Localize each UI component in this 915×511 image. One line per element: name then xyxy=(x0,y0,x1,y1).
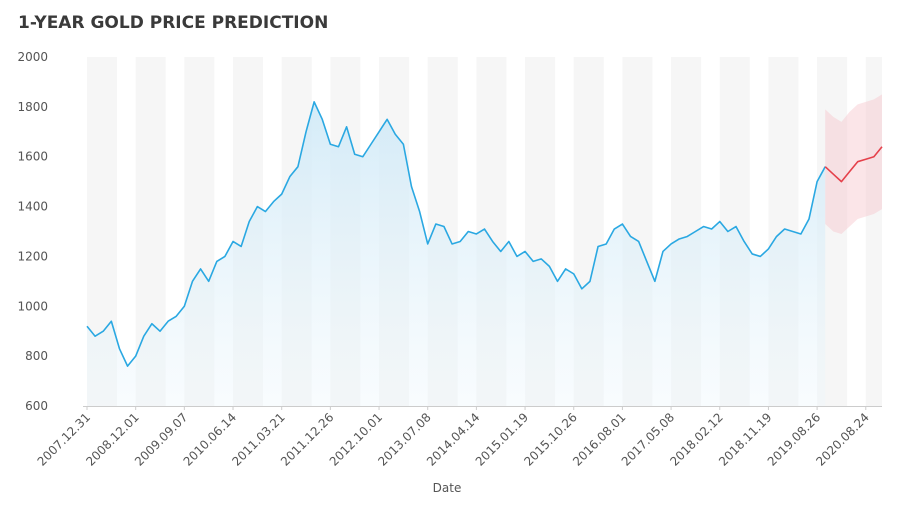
x-tick-label: 2020.08.24 xyxy=(813,410,871,468)
y-tick-label: 800 xyxy=(25,349,48,363)
y-tick-label: 2000 xyxy=(17,50,48,64)
background-band xyxy=(865,57,882,406)
y-tick-label: 1800 xyxy=(17,100,48,114)
line xyxy=(824,146,883,183)
y-tick-label: 600 xyxy=(25,399,48,413)
y-tick-label: 1000 xyxy=(17,299,48,313)
x-axis-label: Date xyxy=(433,481,462,495)
area xyxy=(87,101,826,406)
chart-title: 1-YEAR GOLD PRICE PREDICTION xyxy=(18,13,328,33)
y-tick-label: 1200 xyxy=(17,249,48,263)
y-tick-label: 1600 xyxy=(17,150,48,164)
prediction-band xyxy=(825,94,882,234)
line xyxy=(86,101,826,367)
y-tick-label: 1400 xyxy=(17,200,48,214)
